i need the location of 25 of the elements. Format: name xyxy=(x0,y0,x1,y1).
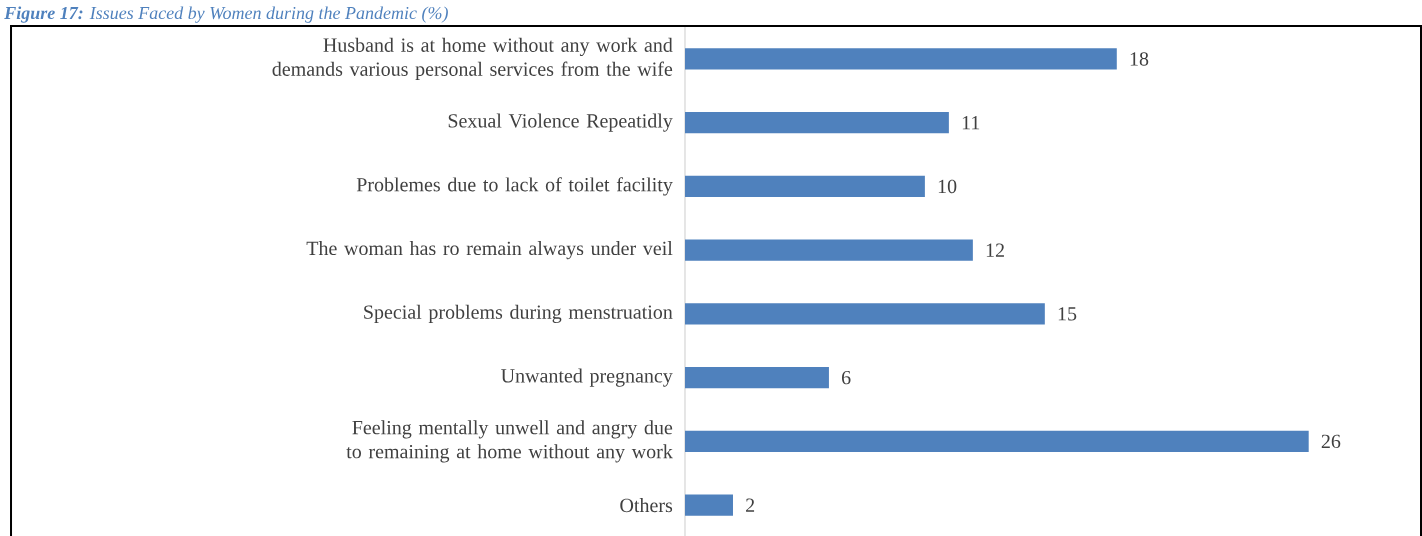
data-label: 11 xyxy=(962,116,980,130)
bar xyxy=(685,112,949,134)
data-label: 15 xyxy=(1058,307,1077,321)
y-tick-label: Problemes due to lack of toilet facility xyxy=(356,177,673,196)
data-label: 18 xyxy=(1130,52,1149,66)
bar xyxy=(685,303,1045,325)
y-tick-label: Others xyxy=(620,498,673,513)
bar xyxy=(685,367,829,389)
text: Figure 17: Issues Faced by Women during the Pandemic (%) xyxy=(4,6,448,23)
bar xyxy=(685,430,1309,452)
y-tick-label: Unwanted pregnancy xyxy=(501,368,673,387)
y-tick-label: Sexual Violence Repeatidly xyxy=(448,113,673,132)
data-label: 6 xyxy=(842,370,851,385)
data-label: 12 xyxy=(986,243,1004,257)
data-label: 26 xyxy=(1321,434,1341,449)
y-tick-label: The woman has ro remain always under veil xyxy=(306,241,673,260)
bar xyxy=(685,494,733,516)
data-label: 2 xyxy=(746,498,755,512)
y-tick-label: Feeling mentally unwell and angry due to remaining at home without any work xyxy=(346,420,673,463)
y-tick-label: Husband is at home without any work and demands various personal services from the wife xyxy=(272,37,673,80)
bar xyxy=(685,239,973,261)
bar xyxy=(685,48,1117,70)
data-label: 10 xyxy=(938,179,957,194)
y-tick-label: Special problems during menstruation xyxy=(364,304,673,323)
bar xyxy=(685,175,925,197)
